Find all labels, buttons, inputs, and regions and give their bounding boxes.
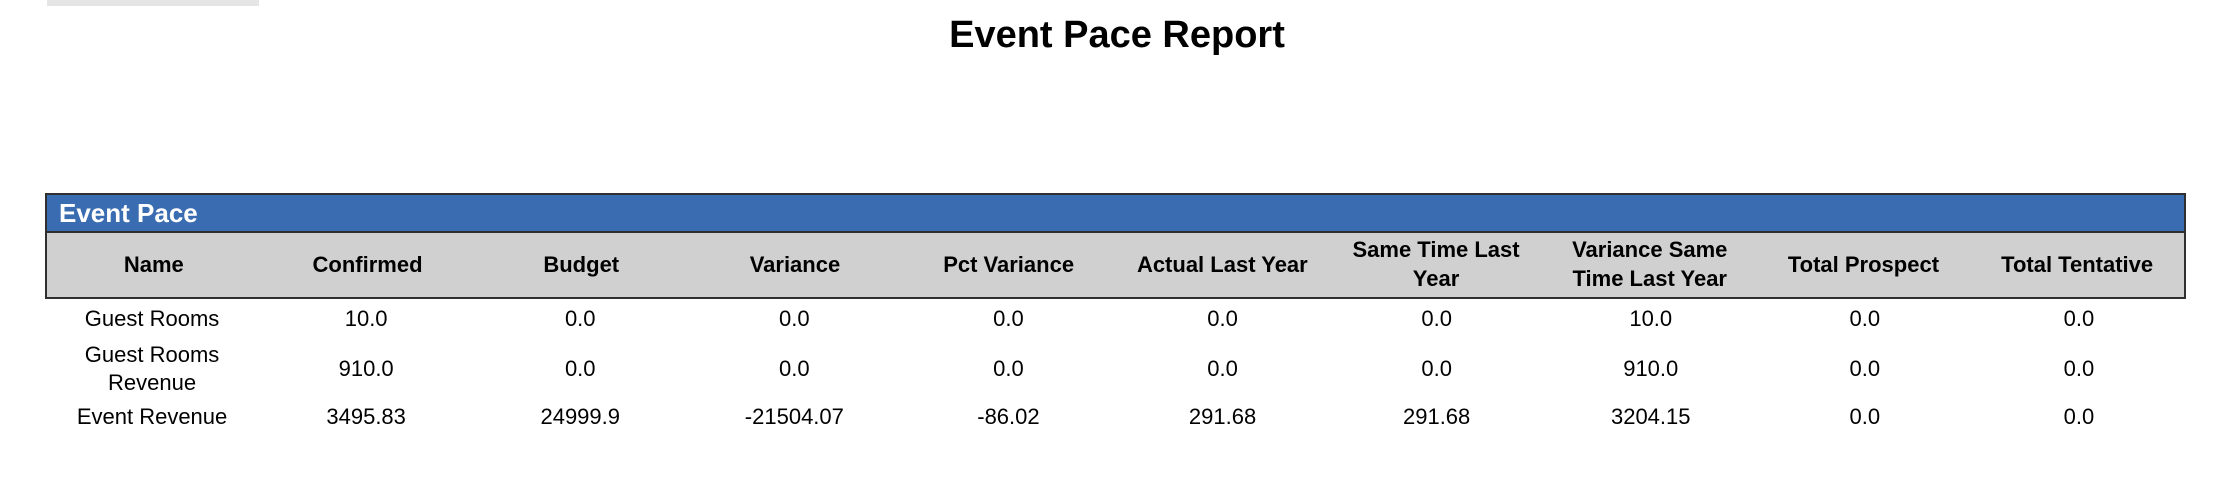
section-title: Event Pace — [59, 197, 198, 228]
top-left-partial-bar — [47, 0, 259, 6]
column-header-total-prospect: Total Prospect — [1787, 251, 1940, 277]
cell-same-time-last-year: 0.0 — [1421, 355, 1452, 381]
row-name: Guest Rooms — [84, 306, 220, 332]
event-pace-report: Event Pace Name Confirmed Budget Varianc… — [45, 193, 2186, 435]
cell-pct-variance: -86.02 — [977, 403, 1040, 429]
cell-pct-variance: 0.0 — [993, 355, 1024, 381]
column-header-same-time-last-year: Same Time Last Year — [1352, 237, 1520, 291]
cell-total-prospect: 0.0 — [1849, 306, 1881, 332]
column-header-name: Name — [123, 251, 184, 277]
column-header-confirmed: Confirmed — [312, 251, 423, 277]
cell-variance-same-time-last-year: 910.0 — [1623, 355, 1679, 381]
column-header-variance-same-time-last-year: Variance Same Time Last Year — [1572, 237, 1728, 291]
cell-same-time-last-year: 291.68 — [1402, 403, 1471, 429]
cell-same-time-last-year: 0.0 — [1421, 306, 1452, 332]
page-title: Event Pace Report — [949, 14, 1285, 56]
cell-total-prospect: 0.0 — [1849, 403, 1881, 429]
column-header-budget: Budget — [543, 251, 620, 277]
cell-variance: 0.0 — [779, 306, 810, 332]
table-row-guest-rooms-revenue: Guest Rooms Revenue 910.0 0.0 0.0 0.0 0.… — [45, 339, 2186, 399]
cell-actual-last-year: 0.0 — [1207, 306, 1238, 332]
table-header-box: Event Pace Name Confirmed Budget Varianc… — [45, 193, 2186, 299]
cell-variance-same-time-last-year: 10.0 — [1629, 306, 1673, 332]
cell-actual-last-year: 0.0 — [1207, 355, 1238, 381]
cell-total-tentative: 0.0 — [2063, 403, 2095, 429]
row-name: Guest Rooms Revenue — [84, 342, 220, 395]
cell-budget: 0.0 — [564, 306, 596, 332]
cell-pct-variance: 0.0 — [993, 306, 1024, 332]
cell-variance: 0.0 — [779, 355, 810, 381]
cell-confirmed: 910.0 — [338, 355, 394, 381]
cell-confirmed: 3495.83 — [326, 403, 406, 429]
cell-budget: 0.0 — [564, 355, 596, 381]
section-header-bar: Event Pace — [47, 195, 2184, 233]
cell-confirmed: 10.0 — [344, 306, 388, 332]
cell-variance: -21504.07 — [744, 403, 844, 429]
column-header-actual-last-year: Actual Last Year — [1136, 251, 1308, 277]
table-row-guest-rooms: Guest Rooms 10.0 0.0 0.0 0.0 0.0 0.0 10.… — [45, 299, 2186, 339]
cell-total-tentative: 0.0 — [2063, 306, 2095, 332]
cell-actual-last-year: 291.68 — [1188, 403, 1257, 429]
cell-budget: 24999.9 — [540, 403, 620, 429]
column-header-total-tentative: Total Tentative — [2001, 251, 2154, 277]
column-header-pct-variance: Pct Variance — [943, 251, 1075, 277]
column-header-variance: Variance — [749, 251, 841, 277]
table-header-row: Name Confirmed Budget Variance Pct Varia… — [47, 233, 2184, 297]
cell-variance-same-time-last-year: 3204.15 — [1610, 403, 1691, 429]
table-row-event-revenue: Event Revenue 3495.83 24999.9 -21504.07 … — [45, 399, 2186, 435]
cell-total-prospect: 0.0 — [1849, 355, 1881, 381]
cell-total-tentative: 0.0 — [2063, 355, 2095, 381]
row-name: Event Revenue — [76, 403, 228, 429]
